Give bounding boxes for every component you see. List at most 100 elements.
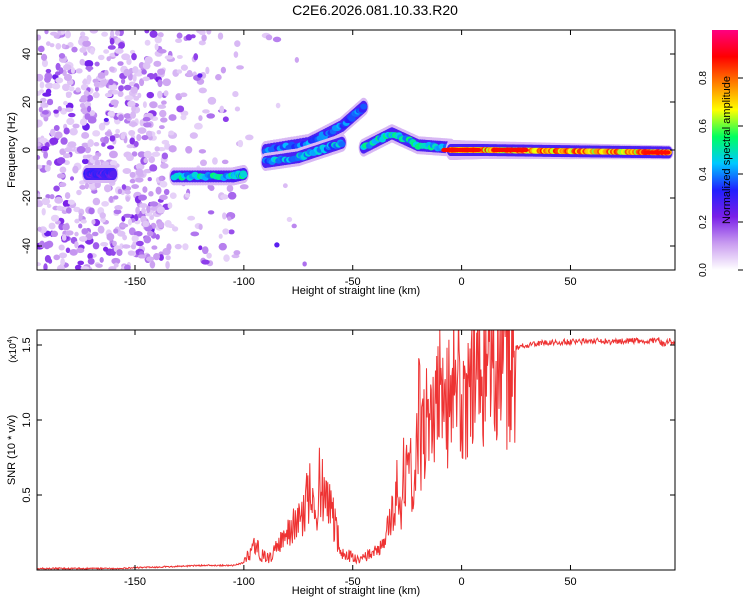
noise-point xyxy=(56,205,63,211)
noise-point xyxy=(190,231,200,237)
noise-point xyxy=(302,261,307,267)
noise-point xyxy=(182,243,189,251)
noise-point xyxy=(84,182,90,190)
noise-point xyxy=(157,79,163,88)
noise-point xyxy=(40,146,50,152)
noise-point xyxy=(45,82,54,89)
noise-point xyxy=(168,114,177,121)
noise-point xyxy=(41,197,51,206)
noise-point xyxy=(114,48,124,54)
colorbar-tick-label: 0.8 xyxy=(698,71,709,85)
noise-point xyxy=(41,208,46,216)
noise-point xyxy=(79,184,86,190)
noise-point xyxy=(125,196,131,202)
noise-point xyxy=(127,250,135,256)
noise-point xyxy=(37,45,45,53)
noise-point xyxy=(81,142,89,148)
spectrogram-y-tick-label: -20 xyxy=(21,190,33,206)
noise-point xyxy=(167,202,173,209)
noise-point xyxy=(117,230,126,237)
noise-point xyxy=(82,40,91,47)
noise-point xyxy=(141,134,149,141)
spectrogram-y-tick-label: 20 xyxy=(21,96,33,108)
noise-point xyxy=(198,87,207,94)
snr-scale-label: (x104) xyxy=(7,336,19,363)
noise-point xyxy=(89,30,99,34)
noise-point xyxy=(265,34,273,41)
noise-point xyxy=(101,161,110,166)
noise-point xyxy=(174,243,182,250)
snr-y-tick-label: 1.0 xyxy=(21,412,33,427)
noise-point xyxy=(129,171,136,178)
noise-point xyxy=(113,228,119,234)
colorbar-scale xyxy=(712,30,738,270)
snr-x-tick-label: -50 xyxy=(345,576,361,588)
feature-core xyxy=(360,103,368,110)
colorbar-tick-label: 0.4 xyxy=(698,167,709,181)
noise-point xyxy=(106,145,115,150)
noise-point xyxy=(146,91,155,99)
noise-point xyxy=(37,226,42,232)
noise-point xyxy=(137,127,147,134)
noise-point xyxy=(49,128,56,137)
snr-y-label: SNR (10 * v/v) xyxy=(6,415,18,485)
noise-point xyxy=(199,159,207,167)
noise-point xyxy=(81,132,90,139)
noise-point xyxy=(108,84,118,91)
snr-x-label: Height of straight line (km) xyxy=(292,585,420,597)
noise-point xyxy=(75,87,81,93)
spectrogram-x-tick-label: -50 xyxy=(345,276,361,288)
noise-point xyxy=(143,235,152,244)
noise-point xyxy=(147,176,152,182)
noise-point xyxy=(44,30,49,35)
noise-point xyxy=(138,194,147,201)
noise-point xyxy=(272,36,282,43)
spectrogram-x-ticks: -150 -100 -50 0 50 xyxy=(124,30,577,288)
colorbar-tick-label: 0.0 xyxy=(698,263,709,277)
noise-point xyxy=(64,147,73,153)
noise-point xyxy=(180,114,187,121)
colorbar: 0.0 0.2 0.4 0.6 0.8 Normalized spectral ampl… xyxy=(698,30,743,277)
noise-point xyxy=(106,233,115,241)
noise-point xyxy=(124,190,131,195)
noise-point xyxy=(159,180,168,188)
noise-point xyxy=(110,99,119,106)
noise-point xyxy=(176,105,185,113)
noise-point xyxy=(227,191,237,200)
noise-point xyxy=(129,137,136,145)
noise-point xyxy=(219,105,225,114)
noise-point xyxy=(45,68,52,74)
noise-point xyxy=(124,95,134,101)
noise-point xyxy=(75,68,83,74)
noise-point xyxy=(156,206,165,214)
noise-point xyxy=(164,55,174,60)
noise-point xyxy=(108,266,117,270)
noise-point xyxy=(62,83,71,92)
noise-point xyxy=(148,191,154,197)
noise-point xyxy=(68,85,75,92)
noise-point xyxy=(118,114,124,122)
noise-point xyxy=(171,226,179,232)
noise-point xyxy=(221,159,229,165)
noise-point xyxy=(142,186,148,193)
noise-point xyxy=(157,221,165,229)
noise-point xyxy=(69,127,78,136)
snr-x-ticks: -150 -100 -50 0 50 xyxy=(124,330,577,588)
noise-point xyxy=(109,66,115,72)
noise-point xyxy=(234,106,241,112)
noise-point xyxy=(58,244,65,251)
noise-point xyxy=(217,32,224,40)
noise-point xyxy=(237,139,244,148)
colorbar-tick-label: 0.2 xyxy=(698,215,709,229)
noise-point xyxy=(135,240,144,247)
noise-point xyxy=(113,209,122,215)
noise-point xyxy=(158,176,164,182)
noise-point xyxy=(45,194,51,199)
noise-point xyxy=(282,183,288,189)
noise-point xyxy=(127,218,132,226)
noise-point xyxy=(143,150,152,159)
spectrogram-x-label: Height of straight line (km) xyxy=(292,285,420,297)
noise-point xyxy=(194,122,203,130)
noise-point xyxy=(286,216,293,223)
